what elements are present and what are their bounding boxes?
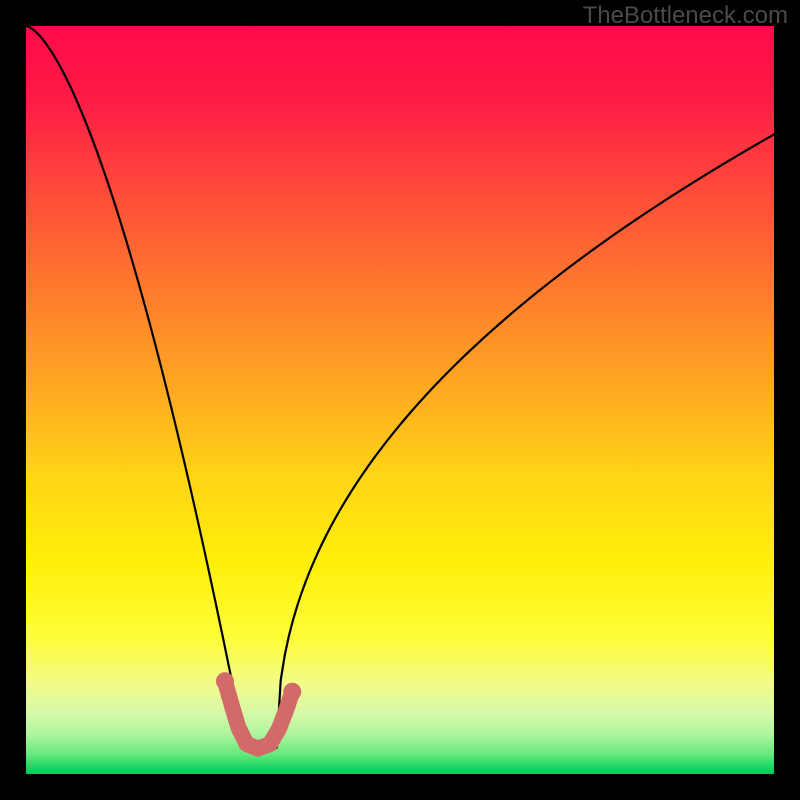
chart-svg	[26, 26, 774, 774]
chart-background	[26, 26, 774, 774]
watermark-text: TheBottleneck.com	[583, 2, 788, 30]
marker-endpoint-left	[216, 672, 234, 690]
marker-endpoint-right	[283, 683, 301, 701]
chart-plot-area	[26, 26, 774, 774]
